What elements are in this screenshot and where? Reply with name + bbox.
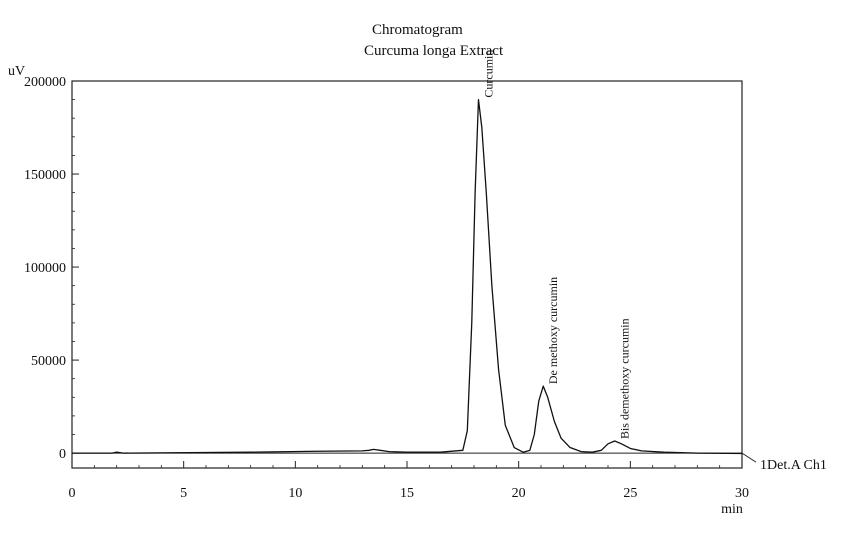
chart-subtitle: Curcuma longa Extract (364, 43, 504, 59)
x-tick-label: 15 (400, 486, 414, 501)
y-axis-label: uV (8, 64, 25, 79)
y-tick-label: 100000 (24, 261, 66, 276)
y-tick-label: 200000 (24, 75, 66, 90)
y-tick-label: 0 (59, 447, 66, 462)
peak-annotation: De methoxy curcumin (546, 277, 560, 384)
chart-title: Chromatogram (372, 22, 463, 38)
y-tick-label: 150000 (24, 168, 66, 183)
x-tick-label: 5 (180, 486, 187, 501)
x-tick-label: 10 (288, 486, 302, 501)
x-tick-label: 20 (512, 486, 526, 501)
y-tick-label: 50000 (31, 354, 66, 369)
peak-annotation: Bis demethoxy curcumin (618, 318, 632, 439)
x-tick-label: 25 (623, 486, 637, 501)
peak-annotation: Curcumin (481, 50, 495, 98)
x-tick-label: 30 (735, 486, 749, 501)
x-axis-label: min (721, 502, 743, 517)
plot-frame (71, 80, 743, 469)
trace-label-leader (741, 452, 757, 463)
x-tick-label: 0 (69, 486, 76, 501)
series-line-1det-a-ch1 (72, 98, 743, 455)
trace-label: 1Det.A Ch1 (760, 458, 827, 473)
